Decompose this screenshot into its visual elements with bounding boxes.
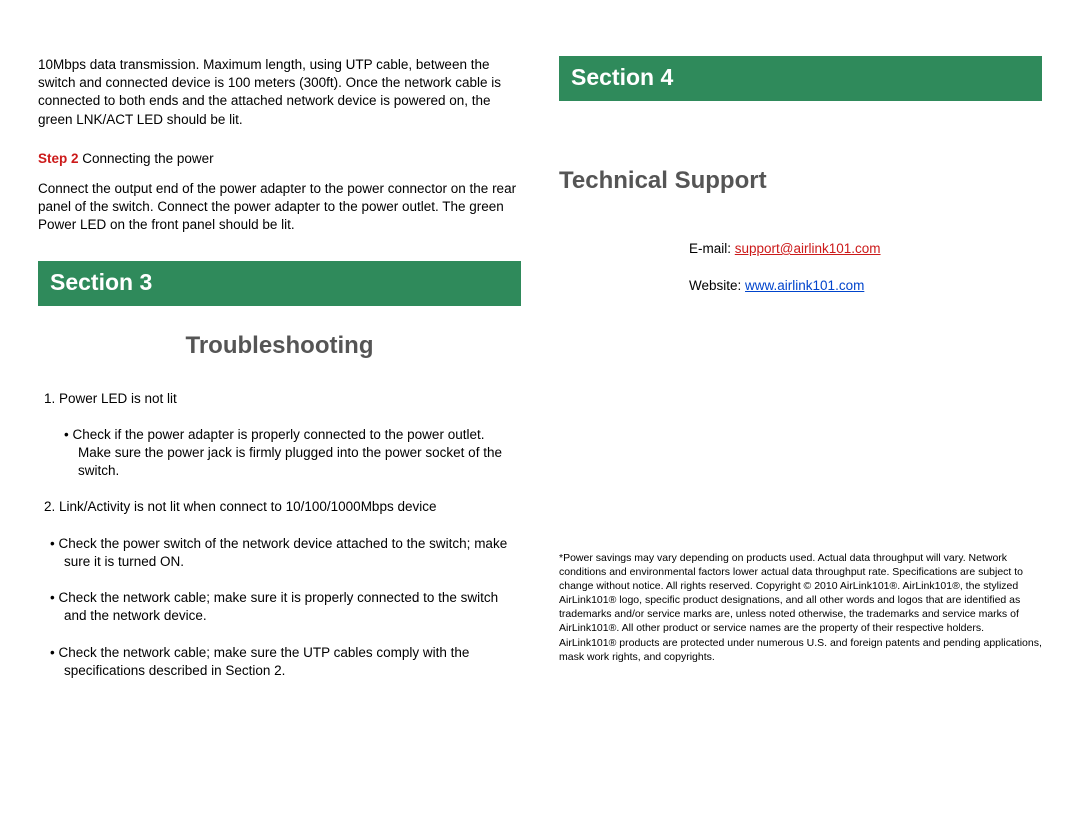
website-label: Website:: [689, 278, 745, 293]
ts-bullet-4: • Check the network cable; make sure the…: [38, 644, 521, 680]
step-title: Connecting the power: [79, 151, 214, 166]
fine-print: *Power savings may vary depending on pro…: [559, 551, 1042, 664]
tech-support-title: Technical Support: [559, 167, 1042, 195]
troubleshooting-title: Troubleshooting: [38, 332, 521, 360]
website-line: Website: www.airlink101.com: [689, 278, 1042, 293]
section-4-bar: Section 4: [559, 56, 1042, 101]
left-column: 10Mbps data transmission. Maximum length…: [38, 56, 521, 814]
ts-bullet-3: • Check the network cable; make sure it …: [38, 589, 521, 625]
ts-bullet-2: • Check the power switch of the network …: [38, 535, 521, 571]
website-link[interactable]: www.airlink101.com: [745, 278, 864, 293]
email-label: E-mail:: [689, 241, 735, 256]
step-heading: Step 2 Connecting the power: [38, 151, 521, 166]
ts-item-1: 1. Power LED is not lit: [38, 390, 521, 408]
section-3-bar: Section 3: [38, 261, 521, 306]
intro-paragraph: 10Mbps data transmission. Maximum length…: [38, 56, 521, 129]
troubleshooting-list: 1. Power LED is not lit • Check if the p…: [38, 390, 521, 698]
email-line: E-mail: support@airlink101.com: [689, 241, 1042, 256]
ts-item-2: 2. Link/Activity is not lit when connect…: [38, 498, 521, 516]
right-column: Section 4 Technical Support E-mail: supp…: [559, 56, 1042, 814]
ts-bullet-1: • Check if the power adapter is properly…: [38, 426, 521, 481]
step-number: Step 2: [38, 151, 79, 166]
email-link[interactable]: support@airlink101.com: [735, 241, 881, 256]
step-body: Connect the output end of the power adap…: [38, 180, 521, 235]
